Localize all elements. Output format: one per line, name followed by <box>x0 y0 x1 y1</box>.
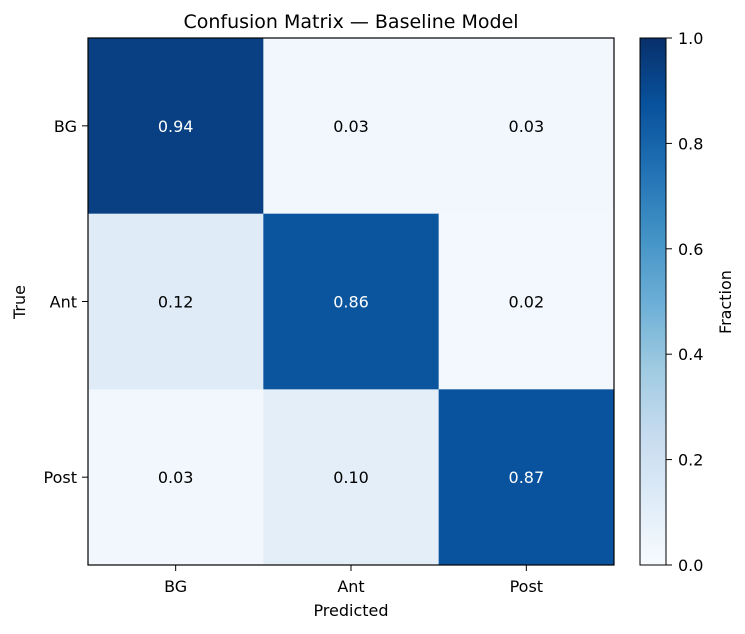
colorbar <box>639 37 667 566</box>
y-axis-label: True <box>10 285 29 320</box>
cell-value-label: 0.03 <box>158 468 194 487</box>
heatmap-cell <box>438 213 615 390</box>
cell-value-label: 0.03 <box>333 117 369 136</box>
colorbar-tick-label: 0.2 <box>678 451 703 470</box>
chart-title: Confusion Matrix — Baseline Model <box>183 11 518 33</box>
x-tick-label: BG <box>164 577 187 596</box>
colorbar-ticks: 0.0 0.2 0.4 0.6 0.8 1.0 <box>666 29 703 575</box>
x-axis-label: Predicted <box>313 601 388 620</box>
heatmap-cell <box>263 389 440 566</box>
colorbar-tick-label: 0.4 <box>678 345 703 364</box>
cell-value-label: 0.94 <box>158 117 194 136</box>
heatmap-cells <box>88 38 615 566</box>
y-tick-label: Post <box>44 468 77 487</box>
colorbar-tick-label: 0.0 <box>678 556 703 575</box>
heatmap-cell <box>438 38 615 215</box>
heatmap-cell <box>263 213 440 390</box>
heatmap-cell <box>88 213 264 390</box>
heatmap-cell <box>263 38 440 215</box>
colorbar-label: Fraction <box>716 270 735 334</box>
x-tick-label: Post <box>510 577 543 596</box>
heatmap-cell-labels: 0.94 0.03 0.03 0.12 0.86 0.02 0.03 0.10 0.87 <box>158 117 544 487</box>
x-axis-ticks: BG Ant Post <box>164 565 543 596</box>
cell-value-label: 0.12 <box>158 293 194 312</box>
heatmap-cell <box>438 389 615 566</box>
colorbar-tick-label: 0.6 <box>678 240 703 259</box>
cell-value-label: 0.03 <box>509 117 545 136</box>
y-axis-ticks: BG Ant Post <box>44 117 88 487</box>
y-tick-label: BG <box>54 117 77 136</box>
heatmap-cell <box>88 38 264 215</box>
cell-value-label: 0.86 <box>333 293 369 312</box>
cell-value-label: 0.02 <box>509 293 545 312</box>
y-tick-label: Ant <box>50 293 77 312</box>
colorbar-tick-label: 1.0 <box>678 29 703 48</box>
cell-value-label: 0.87 <box>509 468 545 487</box>
x-tick-label: Ant <box>337 577 364 596</box>
heatmap-cell <box>88 389 264 566</box>
cell-value-label: 0.10 <box>333 468 369 487</box>
colorbar-tick-label: 0.8 <box>678 134 703 153</box>
